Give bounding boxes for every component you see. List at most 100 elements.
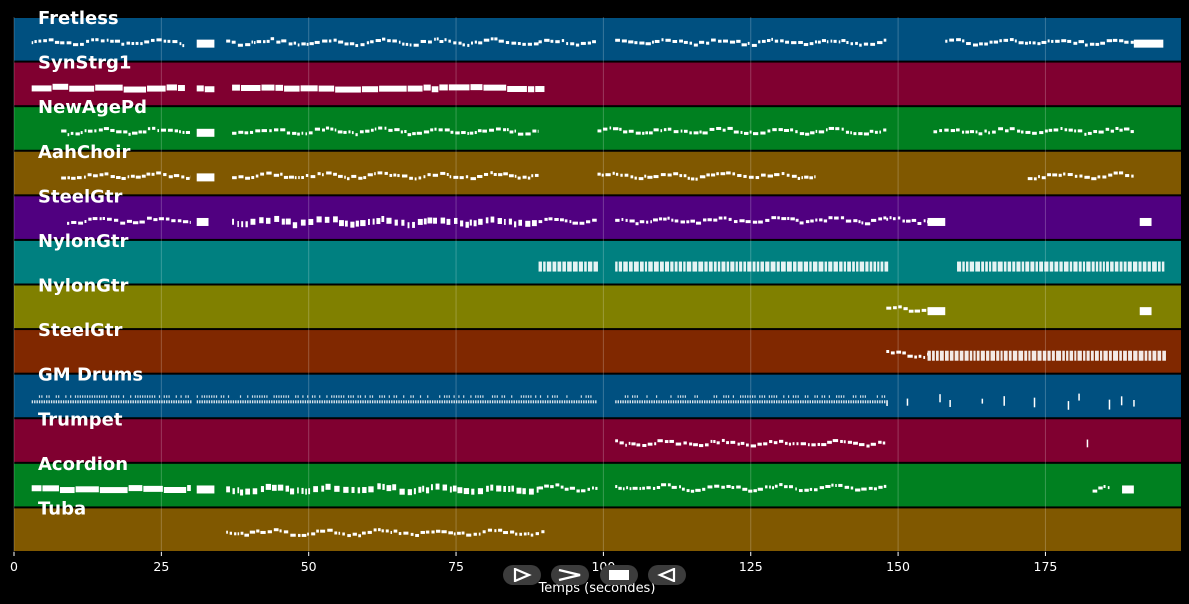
note [423,175,426,179]
note [1094,350,1099,361]
note [158,395,161,398]
forward-button[interactable] [551,565,589,585]
note [343,486,349,493]
note [615,400,617,404]
note [326,171,332,175]
note [461,531,465,535]
note [122,400,125,404]
note [735,261,738,272]
note [146,400,149,404]
note [802,400,804,404]
note [240,489,244,496]
note [244,400,247,404]
note [538,220,543,224]
note [751,43,757,47]
note [139,400,142,404]
note [99,487,128,494]
note [631,400,634,404]
note [187,395,189,398]
note [821,395,823,398]
note [1091,177,1097,181]
note [166,84,177,91]
note [672,400,675,404]
note [1161,261,1165,272]
note [721,261,726,272]
note [1037,350,1042,361]
note [318,85,335,92]
note [833,39,837,43]
note [223,395,225,398]
stop-button[interactable] [600,565,638,585]
note [1110,261,1114,272]
track-notes [31,37,1164,48]
note [699,40,705,44]
note [168,175,173,179]
note [810,131,815,135]
note [796,442,799,446]
note [1051,39,1054,43]
note [723,39,728,43]
note [624,400,627,404]
note [532,129,537,133]
play-icon [513,568,532,582]
note [1003,38,1005,42]
note [31,400,34,404]
note [496,400,499,404]
note [146,172,151,176]
note [725,400,727,404]
note [343,400,345,404]
note [74,395,77,398]
note [434,37,436,41]
note [152,126,156,130]
note [680,129,683,133]
note [149,395,151,398]
note [127,400,130,404]
note [652,486,656,490]
note [432,173,439,177]
note [415,533,419,537]
note [496,395,498,398]
rewind-button[interactable] [648,565,686,585]
note [932,350,935,361]
note [1086,350,1090,361]
note [478,41,483,45]
note [479,395,482,398]
note [93,174,98,178]
note [634,395,636,398]
track-notes [226,528,545,538]
note [624,395,626,398]
note [237,221,239,228]
note [975,261,980,272]
note [185,395,187,398]
note [72,400,74,404]
note [1157,350,1162,361]
note [355,133,358,137]
note [976,350,980,361]
note [503,531,508,535]
note-block [927,217,946,226]
note [499,400,501,404]
note [113,395,115,398]
note [636,395,638,398]
note [761,173,766,177]
note [333,38,337,42]
note [844,485,850,489]
note [686,489,690,493]
note [874,130,878,134]
note [415,400,417,404]
play-button[interactable] [503,565,541,585]
note [80,131,83,135]
note [168,395,170,398]
note [110,39,114,43]
note [1062,350,1065,361]
note [573,400,575,404]
note [141,174,146,178]
note [778,128,783,132]
track-notes [61,171,1134,182]
note [514,129,517,133]
note [590,400,592,404]
note [1027,177,1033,181]
note [234,532,237,536]
note [59,487,75,494]
note [375,39,381,43]
